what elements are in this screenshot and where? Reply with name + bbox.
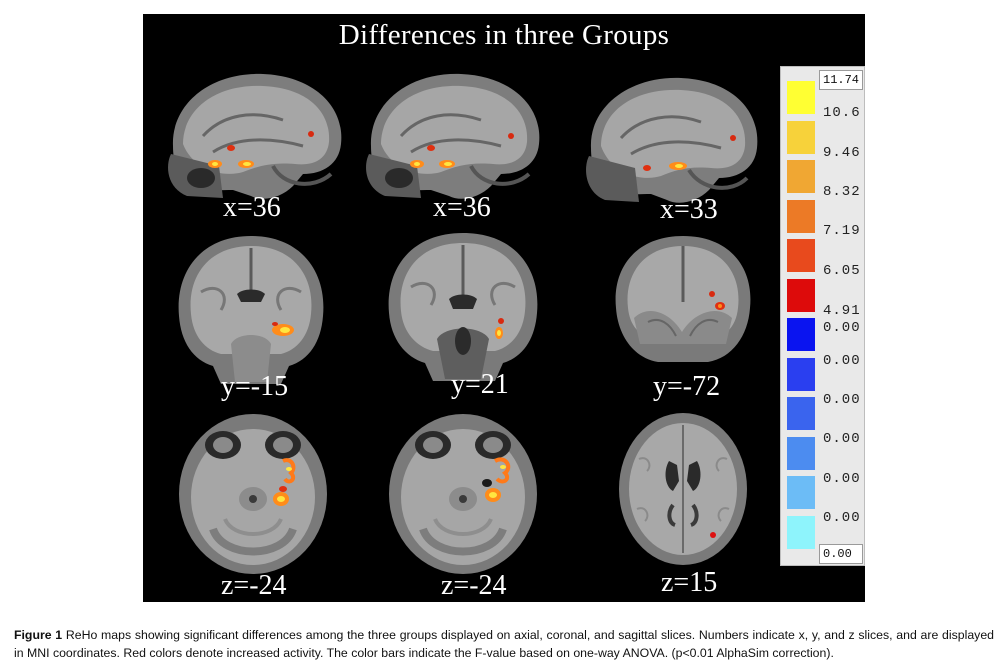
colorbar-tick-label: 4.91 bbox=[823, 303, 861, 319]
slice-label-y21: y=21 bbox=[451, 369, 509, 400]
figure-panel: Differences in three Groups x=36 bbox=[143, 14, 865, 602]
colorbar-tick-label: 0.00 bbox=[823, 392, 861, 408]
colorbar-max-box: 11.74 bbox=[819, 70, 863, 90]
axial-slice-image bbox=[613, 409, 753, 569]
colorbar-tick-label: 8.32 bbox=[823, 184, 861, 200]
coronal-slice-image bbox=[171, 232, 331, 387]
colorbar-swatch bbox=[787, 476, 815, 509]
sagittal-slice-image bbox=[361, 66, 546, 206]
colorbar-swatch bbox=[787, 160, 815, 193]
slice-label-y-15: y=-15 bbox=[221, 371, 289, 402]
slice-label-x36-b: x=36 bbox=[433, 192, 491, 223]
slice-label-y-72: y=-72 bbox=[653, 371, 721, 402]
colorbar-swatch bbox=[787, 199, 815, 233]
colorbar-tick-label: 0.00 bbox=[823, 510, 861, 526]
axial-slice-image bbox=[383, 409, 543, 579]
coronal-slice-image bbox=[381, 229, 546, 384]
slice-label-x36-a: x=36 bbox=[223, 192, 281, 223]
figure-caption: Figure 1 ReHo maps showing significant d… bbox=[14, 626, 994, 662]
colorbar-swatch bbox=[787, 120, 815, 154]
figure-caption-text: ReHo maps showing significant difference… bbox=[14, 628, 994, 660]
coronal-slice-image bbox=[608, 232, 758, 367]
colorbar-tick-label: 7.19 bbox=[823, 223, 861, 239]
colorbar-swatch bbox=[787, 397, 815, 430]
colorbar-swatch bbox=[787, 81, 815, 114]
colorbar-tick-label: 0.00 bbox=[823, 353, 861, 369]
figure-caption-label: Figure 1 bbox=[14, 628, 63, 642]
colorbar-swatch bbox=[787, 278, 815, 312]
colorbar-tick-label: 0.00 bbox=[823, 431, 861, 447]
figure-title: Differences in three Groups bbox=[338, 19, 670, 51]
sagittal-slice-image bbox=[163, 66, 348, 206]
slice-label-x33: x=33 bbox=[660, 194, 718, 225]
colorbar-tick-label: 0.00 bbox=[823, 471, 861, 487]
colorbar: 11.74 0.00 10.6 9.46 8.32 7.19 6.05 4.91 0.00 0… bbox=[780, 66, 865, 566]
colorbar-swatch bbox=[787, 436, 815, 470]
colorbar-tick-label: 6.05 bbox=[823, 263, 861, 279]
colorbar-swatch bbox=[787, 318, 815, 351]
sagittal-slice-image bbox=[583, 70, 763, 210]
colorbar-tick-label: 10.6 bbox=[823, 105, 861, 121]
slice-label-z-24-a: z=-24 bbox=[221, 570, 287, 601]
colorbar-swatch bbox=[787, 239, 815, 272]
axial-slice-image bbox=[173, 409, 333, 579]
colorbar-swatch bbox=[787, 515, 815, 549]
slice-label-z15: z=15 bbox=[661, 567, 718, 598]
colorbar-tick-label: 0.00 bbox=[823, 320, 861, 336]
colorbar-tick-label: 9.46 bbox=[823, 145, 861, 161]
colorbar-min-box: 0.00 bbox=[819, 544, 863, 564]
slice-label-z-24-b: z=-24 bbox=[441, 570, 507, 601]
colorbar-swatch bbox=[787, 357, 815, 391]
